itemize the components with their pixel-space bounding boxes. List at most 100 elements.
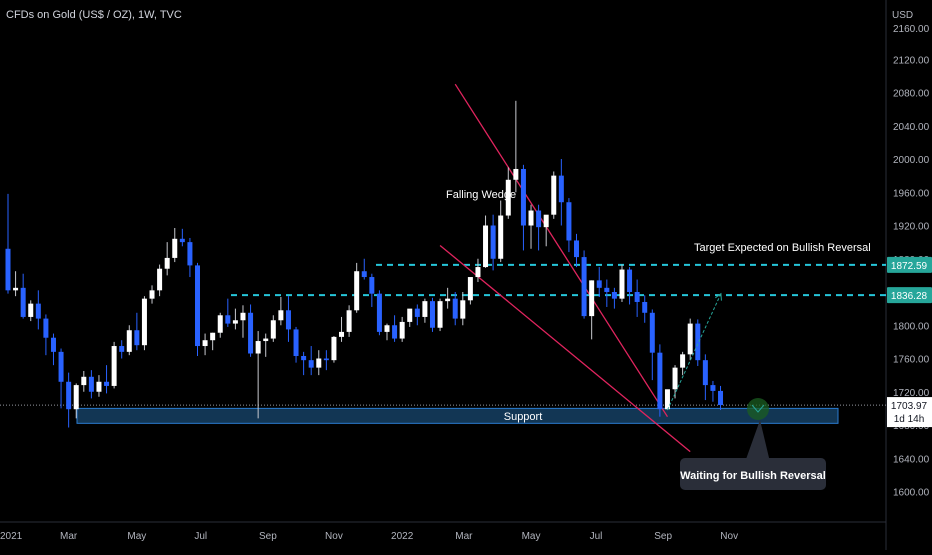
candle-body (467, 277, 473, 301)
candle-body (316, 358, 322, 368)
x-tick-label: May (127, 531, 146, 542)
candle-body (627, 269, 633, 292)
candle-body (323, 358, 329, 361)
candle-body (687, 323, 693, 355)
candle-body (5, 248, 11, 291)
candle-body (217, 315, 223, 333)
candle-body (558, 175, 564, 203)
candle-body (104, 381, 110, 386)
candle-body (536, 210, 542, 228)
candle-body (718, 390, 724, 406)
target-label: Target Expected on Bullish Reversal (694, 242, 871, 254)
reversal-point-marker (747, 398, 769, 420)
candle-body (369, 277, 375, 294)
candle-body (202, 340, 208, 347)
symbol-header: CFDs on Gold (US$ / OZ), 1W, TVC (6, 9, 182, 21)
candle-body (179, 238, 185, 243)
candle-body (619, 269, 625, 299)
candle-body (452, 298, 458, 319)
candle-body (172, 238, 178, 258)
candle-body (339, 331, 345, 337)
level-label-upper: 1872.59 (891, 261, 928, 272)
price-scale-panel (886, 0, 932, 550)
candle-body (126, 330, 132, 352)
candle-body (28, 303, 34, 317)
candle-body (119, 346, 125, 352)
x-tick-label: Sep (654, 531, 672, 542)
reversal-check-icon (751, 404, 765, 413)
candle-body (657, 352, 663, 410)
bar-countdown-label: 1d 14h (894, 414, 925, 425)
y-tick-label: 2040.00 (893, 122, 930, 133)
y-tick-label: 1920.00 (893, 222, 930, 233)
support-label: Support (504, 411, 543, 423)
candle-body (331, 336, 337, 361)
candle-body (248, 312, 254, 354)
candle-body (285, 310, 291, 330)
candle-body (528, 210, 534, 226)
candle-body (134, 330, 140, 346)
x-tick-label: Nov (325, 531, 343, 542)
candle-body (232, 320, 238, 324)
candle-body (642, 301, 648, 313)
candle-body (483, 225, 489, 268)
y-tick-label: 1960.00 (893, 188, 930, 199)
candle-body (73, 385, 79, 410)
candle-body (270, 320, 276, 339)
level-label-bg-upper (887, 256, 932, 273)
x-tick-label: Jul (590, 531, 603, 542)
candle-body (634, 292, 640, 302)
y-tick-label: 1720.00 (893, 388, 930, 399)
candle-body (437, 301, 443, 328)
x-tick-label: 2022 (391, 531, 414, 542)
candle-body (384, 325, 390, 332)
candle-body (210, 332, 216, 341)
candle-body (278, 310, 284, 321)
candle-body (354, 271, 360, 311)
current-price-label: 1703.97 (891, 401, 928, 412)
candle-body (490, 225, 496, 259)
y-tick-label: 2000.00 (893, 155, 930, 166)
candle-body (20, 287, 26, 317)
support-zone (76, 407, 839, 424)
x-tick-label: Mar (60, 531, 78, 542)
candle-body (475, 267, 481, 278)
candle-body (361, 271, 367, 278)
candle-body (710, 385, 716, 391)
candle-body (141, 298, 147, 346)
current-price-label-bg (887, 397, 932, 428)
candle-body (13, 287, 19, 291)
candle-body (429, 301, 435, 328)
candle-body (111, 346, 117, 386)
candle-body (43, 318, 49, 338)
wedge-upper-line (454, 83, 669, 418)
wedge-lower-line (439, 244, 691, 453)
candle-body (611, 292, 617, 299)
candle-body (255, 341, 261, 354)
candle-body (50, 337, 56, 352)
candle-body (96, 381, 102, 392)
candle-body (301, 356, 307, 361)
candle-body (392, 325, 398, 339)
x-tick-label: 2021 (0, 531, 23, 542)
candle-body (574, 240, 579, 258)
candle-body (680, 354, 686, 368)
candle-body (604, 287, 610, 292)
candle-body (513, 168, 519, 180)
candle-body (164, 257, 170, 269)
candle-body (66, 381, 72, 410)
candle-body (551, 175, 557, 215)
candle-body (399, 321, 405, 339)
candle-body (263, 338, 269, 342)
candle-body (702, 360, 708, 386)
y-tick-label: 1640.00 (893, 454, 930, 465)
candle-body (422, 301, 428, 317)
candle-body (157, 268, 163, 291)
candle-body (346, 310, 352, 332)
y-tick-label: 1600.00 (893, 488, 930, 499)
candle-body (240, 312, 246, 321)
target-arrow-line (667, 293, 722, 411)
candle-body (149, 290, 155, 299)
